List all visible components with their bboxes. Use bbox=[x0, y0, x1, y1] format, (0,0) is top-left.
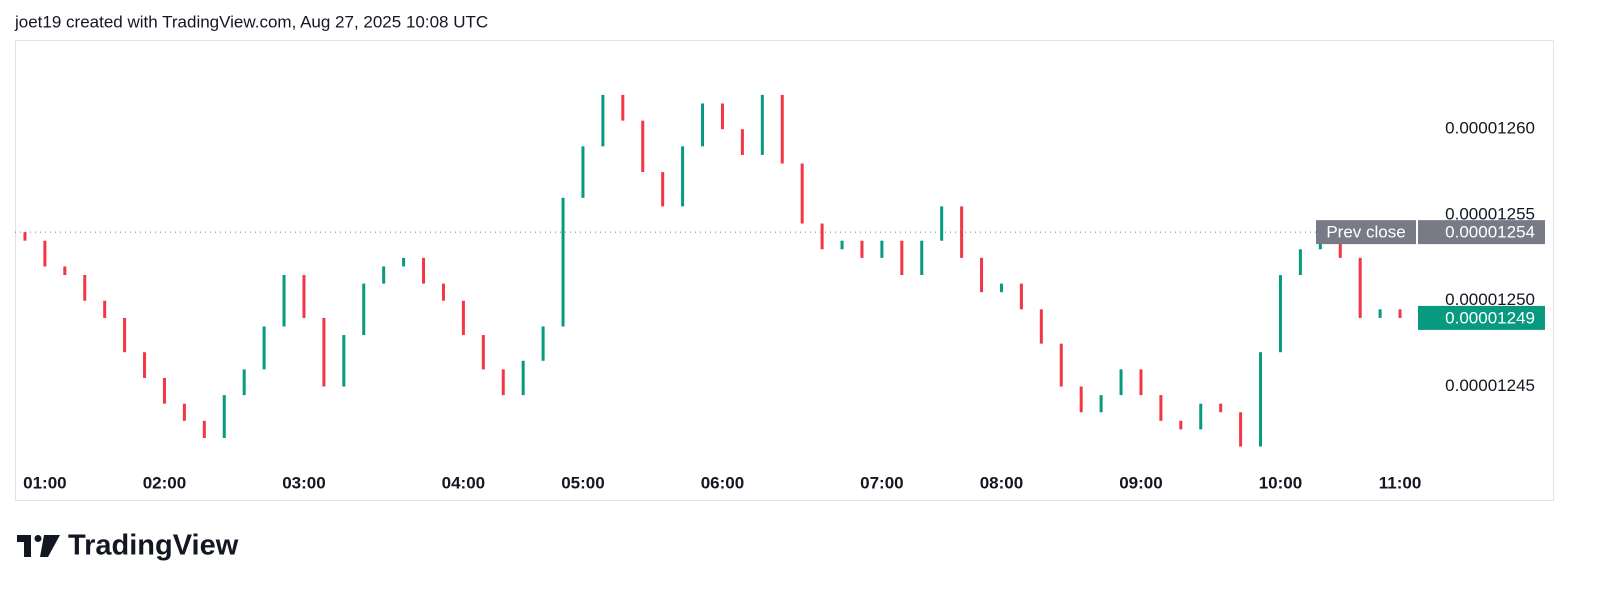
candle-body bbox=[262, 326, 266, 370]
y-tick-label: 0.00001245 bbox=[1445, 376, 1535, 395]
candle-body bbox=[740, 129, 744, 155]
candle-body bbox=[1219, 403, 1223, 413]
candle-body bbox=[461, 300, 465, 336]
y-tick-label: 0.00001255 bbox=[1445, 204, 1535, 223]
candle-body bbox=[601, 94, 605, 147]
candle-body bbox=[162, 377, 166, 404]
prev-close-text: Prev close bbox=[1326, 223, 1405, 242]
brand-logo bbox=[17, 535, 60, 557]
candle-body bbox=[521, 360, 525, 396]
candle-body bbox=[1259, 352, 1263, 447]
candle-body bbox=[920, 240, 924, 276]
candle-body bbox=[23, 232, 27, 241]
candle-body bbox=[880, 240, 884, 258]
candle-body bbox=[960, 206, 964, 258]
x-tick-label: 10:00 bbox=[1259, 473, 1302, 492]
candle-body bbox=[362, 283, 366, 336]
x-tick-label: 05:00 bbox=[561, 473, 604, 492]
x-tick-label: 09:00 bbox=[1119, 473, 1162, 492]
candle-body bbox=[501, 369, 505, 396]
candle-body bbox=[1079, 386, 1083, 413]
candle-body bbox=[1199, 403, 1203, 430]
candle-body bbox=[1338, 240, 1342, 258]
candle-body bbox=[402, 257, 406, 267]
candle-body bbox=[182, 403, 186, 421]
candle-body bbox=[1119, 369, 1123, 396]
x-tick-label: 01:00 bbox=[23, 473, 66, 492]
candle-body bbox=[621, 94, 625, 121]
candle-body bbox=[720, 103, 724, 130]
candle-body bbox=[1278, 275, 1282, 353]
candle-body bbox=[661, 172, 665, 207]
prev-close-tag bbox=[1316, 220, 1416, 245]
candle-body bbox=[422, 257, 426, 284]
y-tick-label: 0.00001260 bbox=[1445, 119, 1535, 138]
candle-body bbox=[1179, 420, 1183, 430]
x-tick-label: 11:00 bbox=[1379, 473, 1422, 492]
candle-body bbox=[202, 420, 206, 438]
candle-body bbox=[1019, 283, 1023, 310]
candle-body bbox=[481, 335, 485, 370]
candle-body bbox=[780, 94, 784, 164]
candle-body bbox=[940, 206, 944, 241]
candle-body bbox=[641, 120, 645, 173]
candle-body bbox=[860, 240, 864, 258]
x-tick-label: 06:00 bbox=[701, 473, 744, 492]
candle-body bbox=[43, 240, 47, 267]
x-tick-label: 08:00 bbox=[980, 473, 1023, 492]
candle-body bbox=[1059, 343, 1063, 387]
x-tick-label: 07:00 bbox=[860, 473, 903, 492]
last-price: 0.00001249 bbox=[1445, 308, 1535, 327]
candle-body bbox=[83, 275, 87, 301]
candle-body bbox=[701, 103, 705, 147]
candle-body bbox=[242, 369, 246, 396]
candle-body bbox=[980, 257, 984, 293]
candle-body bbox=[382, 266, 386, 284]
candle-body bbox=[1039, 309, 1043, 344]
candle-body bbox=[581, 146, 585, 198]
candle-body bbox=[63, 266, 67, 276]
prev-close-price: 0.00001254 bbox=[1445, 223, 1535, 242]
chart-frame bbox=[15, 40, 1554, 501]
candle-body bbox=[1298, 249, 1302, 276]
candle-body bbox=[1378, 309, 1382, 318]
candle-body bbox=[1159, 395, 1163, 421]
prev-close-price-tag bbox=[1418, 220, 1545, 245]
candle-body bbox=[800, 163, 804, 224]
candle-body bbox=[222, 395, 226, 438]
candle-body bbox=[1139, 369, 1143, 396]
candle-body bbox=[541, 326, 545, 361]
candle-body bbox=[900, 240, 904, 276]
x-tick-label: 02:00 bbox=[143, 473, 186, 492]
candle-body bbox=[143, 352, 147, 378]
x-tick-label: 03:00 bbox=[282, 473, 325, 492]
candle-body bbox=[282, 275, 286, 327]
y-tick-label: 0.00001250 bbox=[1445, 290, 1535, 309]
candle-body bbox=[1358, 257, 1362, 318]
candle-body bbox=[302, 275, 306, 318]
candle-body bbox=[123, 317, 127, 353]
last-price-tag bbox=[1418, 305, 1545, 330]
credit: joet19 created with TradingView.com, Aug… bbox=[14, 12, 488, 31]
candle-body bbox=[441, 283, 445, 301]
candle-body bbox=[1239, 412, 1243, 447]
candle-body bbox=[1318, 240, 1322, 250]
candle-body bbox=[322, 317, 326, 387]
candle-body bbox=[681, 146, 685, 207]
brand-name: TradingView bbox=[68, 530, 239, 562]
candle-body bbox=[1099, 395, 1103, 413]
candle-body bbox=[561, 197, 565, 327]
candle-body bbox=[840, 240, 844, 250]
candle-body bbox=[1398, 309, 1402, 318]
x-tick-label: 04:00 bbox=[442, 473, 485, 492]
candle-body bbox=[760, 94, 764, 155]
candle-body bbox=[103, 300, 107, 318]
candle-body bbox=[342, 335, 346, 387]
candle-body bbox=[999, 283, 1003, 293]
candle-body bbox=[820, 223, 824, 250]
